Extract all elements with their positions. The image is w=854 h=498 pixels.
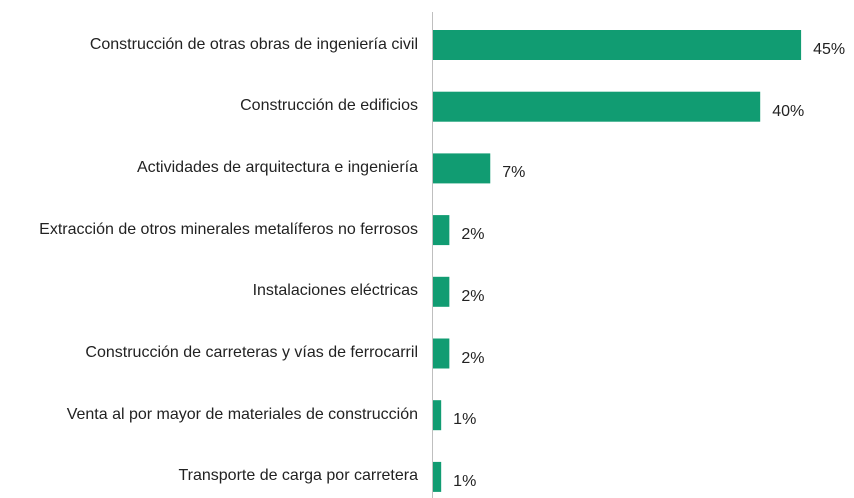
bar [433,215,450,246]
bar [433,276,450,307]
bar [433,30,802,60]
category-label-box: Construcción de edificios [0,79,418,135]
value-label: 45% [813,41,846,58]
category-label-box: Construcción de carreteras y vías de fer… [0,326,418,382]
category-label: Extracción de otros minerales metalífero… [39,220,418,238]
bar [433,338,450,369]
category-label-box: Actividades de arquitectura e ingeniería [0,140,418,196]
bar [433,153,491,184]
value-label: 2% [461,349,485,367]
value-label: 7% [502,164,526,182]
category-label: Construcción de carreteras y vías de fer… [85,344,418,362]
value-label: 1% [453,411,477,429]
category-label: Venta al por mayor de materiales de cons… [66,405,418,423]
bar [433,91,761,122]
category-label-box: Instalaciones eléctricas [0,264,418,320]
value-label: 40% [772,102,805,120]
category-label: Construcción de edificios [240,97,418,115]
category-label: Instalaciones eléctricas [252,282,418,300]
bar [433,400,442,431]
value-label: 2% [461,226,485,244]
value-label: 2% [461,287,485,305]
category-label: Transporte de carga por carretera [178,467,418,485]
category-label-box: Transporte de carga por carretera [0,449,418,498]
category-label-box: Construcción de otras obras de ingenierí… [0,17,418,73]
bar [433,461,442,492]
category-label: Construcción de otras obras de ingenierí… [89,35,418,53]
value-label: 1% [453,472,477,490]
category-label: Actividades de arquitectura e ingeniería [136,158,418,176]
category-label-box: Venta al por mayor de materiales de cons… [0,387,418,443]
category-label-box: Extracción de otros minerales metalífero… [0,202,418,258]
